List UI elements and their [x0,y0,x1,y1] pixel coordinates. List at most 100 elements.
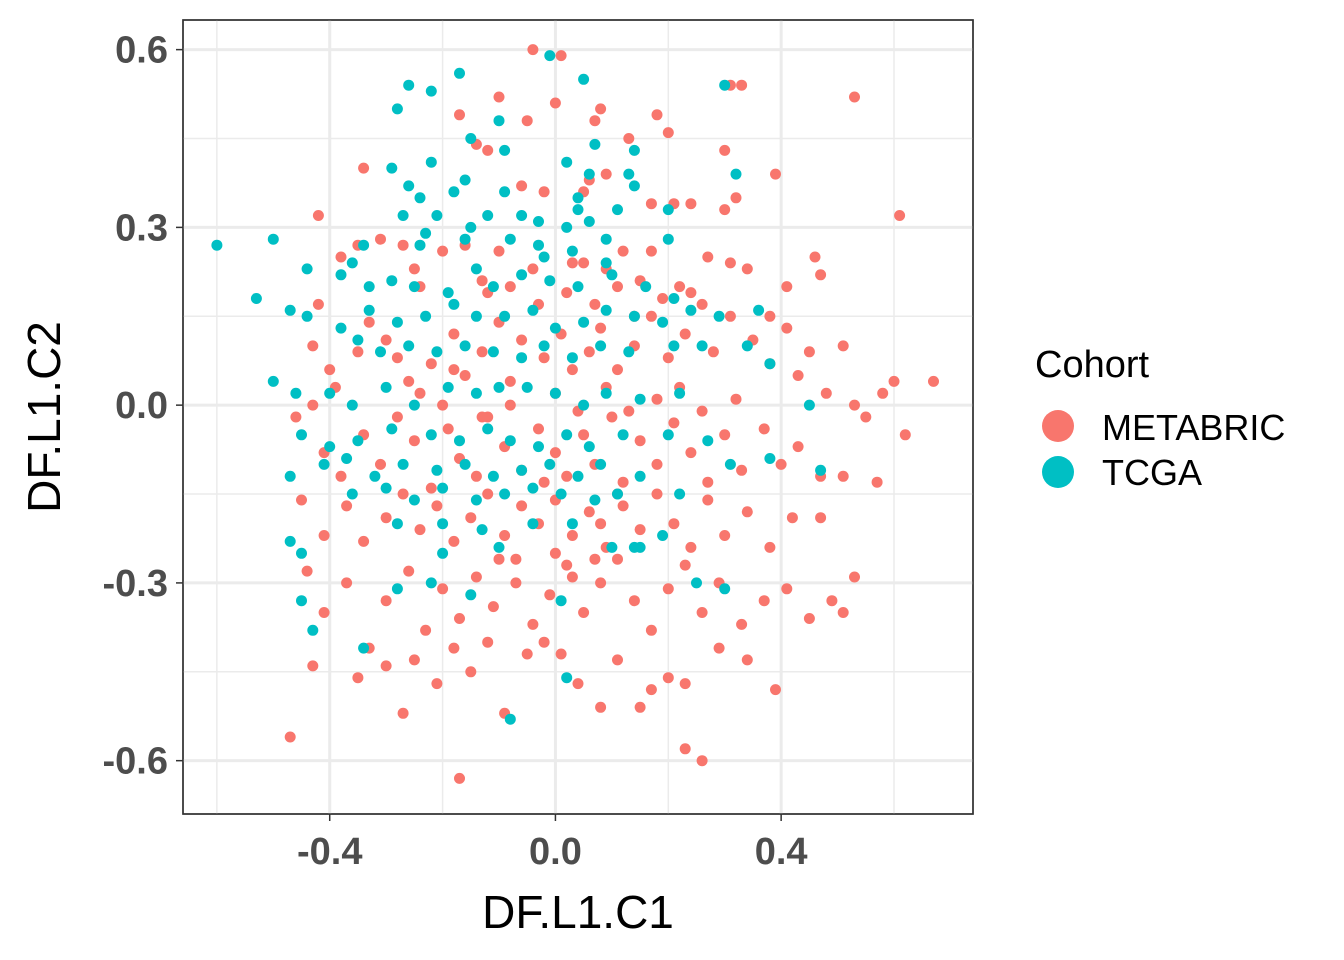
point-tcga [668,340,680,352]
point-metabric [792,370,804,381]
point-tcga [476,524,488,536]
point-metabric [425,482,437,494]
point-tcga [335,269,347,281]
point-metabric [335,470,347,482]
point-tcga [572,204,584,216]
point-metabric [397,488,409,500]
point-tcga [583,441,595,453]
point-tcga [600,257,612,269]
legend-label-tcga: TCGA [1102,452,1202,493]
point-tcga [538,251,550,263]
point-metabric [420,624,432,636]
point-tcga [499,186,511,198]
point-tcga [572,281,584,293]
point-tcga [380,482,392,494]
point-metabric [482,636,494,648]
point-tcga [606,541,618,553]
point-metabric [561,470,573,482]
point-metabric [318,607,330,618]
y-tick-label: 0.6 [115,30,168,72]
point-metabric [465,512,477,524]
point-tcga [470,263,482,275]
point-metabric [493,245,505,257]
point-metabric [448,642,460,654]
point-metabric [296,494,307,506]
point-metabric [758,423,770,435]
point-metabric [837,607,849,618]
point-metabric [741,506,753,518]
point-tcga [815,464,827,476]
point-metabric [758,595,770,607]
point-metabric [521,115,533,127]
point-metabric [493,91,505,103]
point-tcga [538,340,550,352]
point-metabric [623,133,635,144]
point-metabric [504,375,516,387]
point-metabric [572,678,584,690]
point-tcga [431,346,443,358]
point-metabric [736,464,748,476]
point-tcga [363,281,375,293]
point-metabric [612,364,623,376]
x-tick-label: 0.4 [755,831,808,873]
point-tcga [657,530,669,541]
point-metabric [679,678,691,690]
point-metabric [595,577,607,589]
point-metabric [555,50,567,62]
point-metabric [849,91,860,103]
point-metabric [679,559,691,571]
point-metabric [894,210,906,221]
point-metabric [454,613,465,624]
point-metabric [408,654,420,666]
point-metabric [403,375,415,387]
point-metabric [544,589,556,601]
point-metabric [578,607,590,618]
point-metabric [583,506,595,518]
point-tcga [628,310,640,322]
point-metabric [685,198,697,210]
point-metabric [380,595,392,607]
point-tcga [391,103,403,115]
point-metabric [696,607,708,618]
point-metabric [341,500,353,512]
point-metabric [826,595,838,607]
point-tcga [561,156,573,168]
point-metabric [730,393,742,405]
point-tcga [662,429,674,441]
point-metabric [561,287,573,299]
point-metabric [307,660,319,672]
point-metabric [645,245,657,257]
point-metabric [363,316,375,328]
point-tcga [600,304,612,316]
point-metabric [702,251,714,263]
x-axis-title: DF.L1.C1 [482,886,674,938]
y-axis-title: DF.L1.C2 [18,321,70,513]
point-metabric [493,553,505,565]
point-tcga [741,340,753,352]
point-metabric [442,423,454,435]
point-tcga [544,50,556,62]
point-metabric [566,571,578,583]
point-tcga [753,304,765,316]
point-tcga [516,269,528,281]
point-metabric [792,441,804,453]
point-tcga [397,210,409,221]
point-tcga [589,494,601,506]
point-metabric [617,245,629,257]
point-tcga [487,346,499,358]
point-tcga [358,642,370,654]
point-tcga [589,138,601,150]
y-tick-label: -0.6 [103,741,168,783]
point-tcga [459,233,471,245]
point-tcga [493,115,505,127]
point-tcga [386,162,398,174]
point-metabric [645,198,657,210]
point-metabric [809,251,821,263]
point-tcga [578,316,590,328]
point-tcga [211,239,223,251]
point-metabric [538,636,550,648]
point-tcga [470,310,482,322]
point-metabric [566,257,578,269]
point-metabric [380,512,392,524]
point-metabric [414,387,426,399]
